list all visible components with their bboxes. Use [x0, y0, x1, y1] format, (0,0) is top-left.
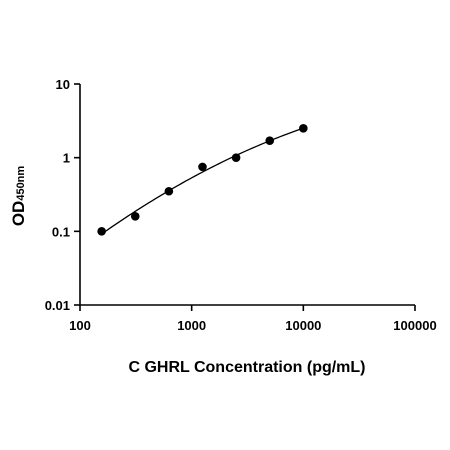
y-axis-title-subscript: 450nm	[15, 166, 27, 201]
axes	[79, 84, 415, 306]
y-tick-label: 1	[63, 151, 70, 166]
data-point	[198, 162, 207, 172]
y-tick-label: 0.01	[45, 298, 70, 313]
data-point	[231, 153, 241, 162]
data-point	[130, 211, 140, 221]
y-tick-label: 0.1	[52, 224, 70, 239]
x-tick-label: 1000	[177, 318, 206, 333]
x-tick-label: 100	[69, 318, 91, 333]
x-axis-ticks: 100 1000 10000 100000	[69, 305, 437, 333]
y-axis-title-main: OD	[9, 201, 28, 227]
data-point	[265, 136, 275, 145]
y-axis-ticks: 0.01 0.1 1 10	[45, 77, 80, 313]
y-tick-label: 10	[56, 77, 70, 92]
x-axis-title: C GHRL Concentration (pg/mL)	[128, 359, 365, 376]
data-point	[299, 124, 308, 133]
data-point	[164, 186, 174, 196]
data-points	[97, 124, 308, 236]
x-tick-label: 100000	[393, 318, 436, 333]
y-axis-title: OD450nm	[9, 166, 28, 227]
x-tick-label: 10000	[285, 318, 321, 333]
data-point	[97, 227, 106, 236]
